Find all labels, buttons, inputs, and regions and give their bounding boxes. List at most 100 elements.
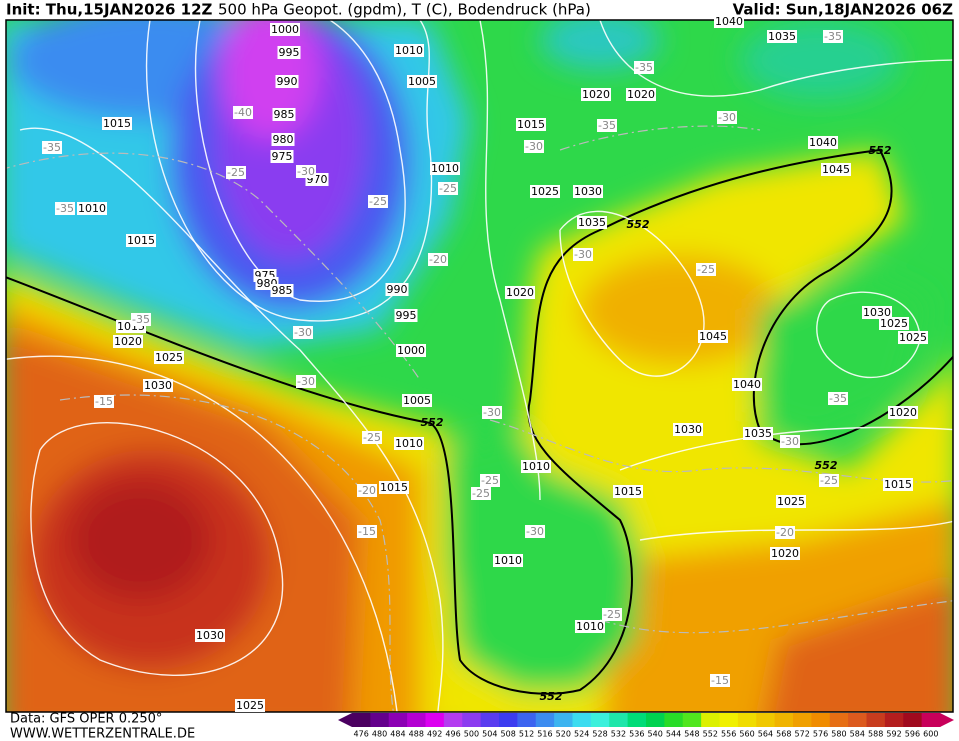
legend-swatch bbox=[774, 713, 794, 727]
pressure-label-box bbox=[102, 117, 132, 130]
legend-label: 564 bbox=[758, 730, 773, 739]
temperature-label: -25 bbox=[227, 166, 245, 179]
temperature-label-box bbox=[438, 182, 458, 195]
legend-swatch bbox=[370, 713, 390, 727]
pressure-label-box bbox=[407, 75, 437, 88]
temperature-label-box bbox=[819, 474, 839, 487]
pressure-label: 1030 bbox=[863, 306, 891, 319]
pressure-label-box bbox=[714, 15, 744, 28]
map-title: 500 hPa Geopot. (gpdm), T (C), Bodendruc… bbox=[218, 1, 591, 19]
map-frame bbox=[5, 19, 954, 713]
legend-swatch bbox=[609, 713, 629, 727]
temperature-label: -35 bbox=[132, 313, 150, 326]
temperature-label-box bbox=[428, 253, 448, 266]
pressure-label-box bbox=[277, 46, 301, 59]
color-legend: 476 480 484 488 492 496 500 504 508 512 516 520 524 5… bbox=[338, 713, 954, 739]
pressure-label: 1015 bbox=[380, 481, 408, 494]
temperature-label: -35 bbox=[829, 392, 847, 405]
temperature-label-box bbox=[597, 119, 617, 132]
temperature-label: -30 bbox=[525, 140, 543, 153]
temperature-label-box bbox=[602, 608, 622, 621]
legend-swatch bbox=[517, 713, 537, 727]
pressure-label: 1035 bbox=[768, 30, 796, 43]
pressure-label-box bbox=[379, 481, 409, 494]
legend-label: 552 bbox=[703, 730, 718, 739]
temperature-label: -25 bbox=[697, 263, 715, 276]
temperature-label-box bbox=[293, 326, 313, 339]
legend-label: 476 bbox=[354, 730, 369, 739]
legend-label: 488 bbox=[409, 730, 424, 739]
temperature-label-box bbox=[525, 525, 545, 538]
pressure-label: 1030 bbox=[574, 185, 602, 198]
temperature-label: -30 bbox=[483, 406, 501, 419]
temperature-label: -20 bbox=[358, 484, 376, 497]
temperature-label: -25 bbox=[820, 474, 838, 487]
legend-swatch bbox=[829, 713, 849, 727]
temperature-label-box bbox=[717, 111, 737, 124]
temperature-label-box bbox=[573, 248, 593, 261]
pressure-label-box bbox=[613, 485, 643, 498]
temperature-label: -15 bbox=[95, 395, 113, 408]
legend-label: 580 bbox=[831, 730, 846, 739]
height-label: 552 bbox=[540, 690, 563, 703]
legend-swatch bbox=[903, 713, 923, 727]
legend-arrow-left bbox=[338, 713, 352, 727]
temperature-label: -30 bbox=[294, 326, 312, 339]
legend-swatch bbox=[572, 713, 592, 727]
pressure-label-box bbox=[577, 216, 607, 229]
legend-label: 584 bbox=[850, 730, 865, 739]
valid-time: Valid: Sun,18JAN2026 06Z bbox=[733, 1, 953, 19]
pressure-label-box bbox=[626, 88, 656, 101]
pressure-label: 1020 bbox=[114, 335, 142, 348]
legend-label: 532 bbox=[611, 730, 626, 739]
temperature-label: -15 bbox=[711, 674, 729, 687]
pressure-label: 1035 bbox=[578, 216, 606, 229]
pressure-label-box bbox=[862, 306, 892, 319]
pressure-label-box bbox=[396, 344, 426, 357]
temperature-label-box bbox=[357, 525, 377, 538]
legend-swatch bbox=[352, 713, 371, 727]
legend-swatch bbox=[646, 713, 665, 727]
legend-swatch bbox=[701, 713, 720, 727]
legend-swatch bbox=[737, 713, 757, 727]
temperature-label-box bbox=[296, 165, 316, 178]
temperature-label: -30 bbox=[526, 525, 544, 538]
pressure-label-box bbox=[673, 423, 703, 436]
legend-swatch bbox=[848, 713, 867, 727]
temperature-label-box bbox=[233, 106, 253, 119]
temperature-label: -30 bbox=[718, 111, 736, 124]
pressure-label: 1020 bbox=[582, 88, 610, 101]
552-contour bbox=[6, 148, 953, 695]
pressure-label-box bbox=[516, 118, 546, 131]
pressure-label: 1035 bbox=[744, 427, 772, 440]
temperature-label-box bbox=[823, 30, 843, 43]
pressure-label: 1020 bbox=[889, 406, 917, 419]
temperature-label: -25 bbox=[603, 608, 621, 621]
legend-label: 544 bbox=[666, 730, 681, 739]
pressure-label-box bbox=[808, 136, 838, 149]
legend-label: 600 bbox=[923, 730, 938, 739]
legend-label: 504 bbox=[482, 730, 497, 739]
pressure-label-box bbox=[394, 437, 424, 450]
legend-label: 560 bbox=[739, 730, 754, 739]
pressure-label: 985 bbox=[272, 284, 293, 297]
temperature-label-box bbox=[710, 674, 730, 687]
legend-label: 520 bbox=[556, 730, 571, 739]
pressure-label: 1015 bbox=[127, 234, 155, 247]
temperature-label-box bbox=[780, 435, 800, 448]
legend-swatch bbox=[407, 713, 426, 727]
pressure-label-box bbox=[743, 427, 773, 440]
pressure-label: 1010 bbox=[78, 202, 106, 215]
pressure-label: 1015 bbox=[614, 485, 642, 498]
legend-swatch bbox=[590, 713, 610, 727]
pressure-label-box bbox=[154, 351, 184, 364]
temperature-label: -30 bbox=[574, 248, 592, 261]
pressure-label-box bbox=[575, 620, 605, 633]
pressure-label: 1000 bbox=[271, 23, 299, 36]
pressure-label-box bbox=[530, 185, 560, 198]
legend-label: 508 bbox=[501, 730, 516, 739]
pressure-label: 1010 bbox=[431, 162, 459, 175]
pressure-label-box bbox=[770, 547, 800, 560]
pressure-label: 995 bbox=[396, 309, 417, 322]
